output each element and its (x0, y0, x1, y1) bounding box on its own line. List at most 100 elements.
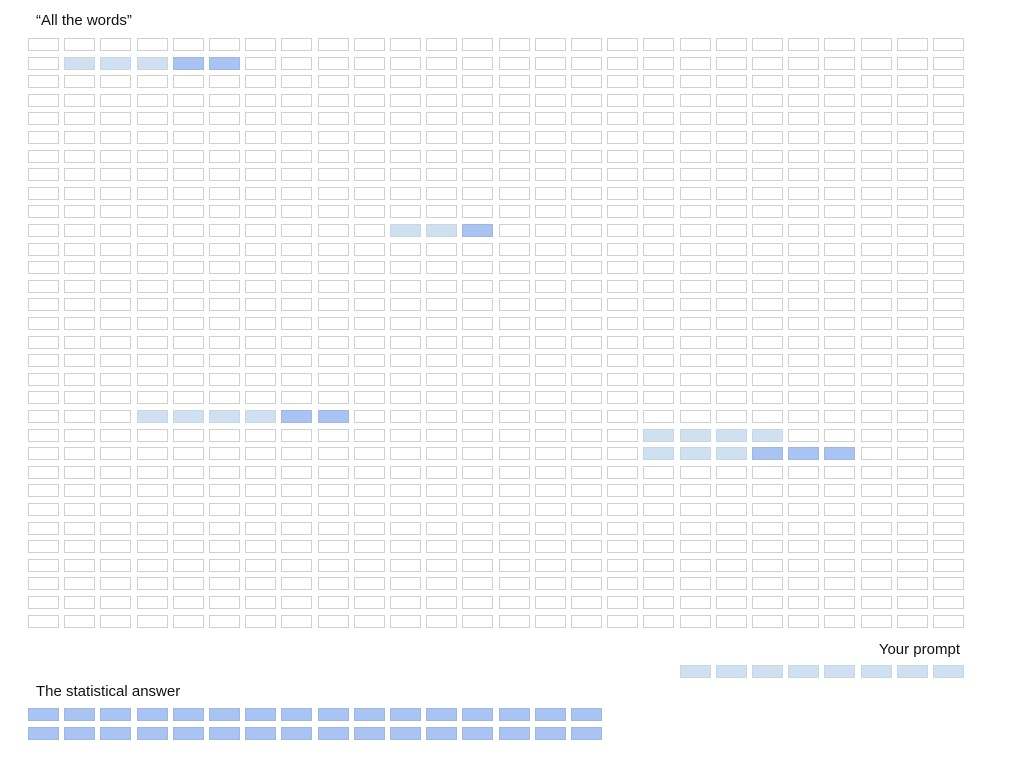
word-token (353, 410, 385, 423)
word-token (136, 205, 168, 219)
answer-token (534, 727, 566, 740)
word-token (281, 112, 313, 126)
word-token (390, 186, 421, 200)
word-token (281, 261, 313, 275)
word-token (426, 596, 458, 609)
word-token (100, 168, 132, 182)
word-token (534, 503, 566, 516)
word-token (715, 484, 747, 498)
word-token (607, 56, 639, 70)
word-token (426, 484, 458, 498)
word-token (643, 261, 675, 275)
word-token (353, 186, 385, 200)
word-token (209, 93, 240, 107)
word-token (679, 540, 711, 554)
word-token (752, 577, 783, 591)
word-token (100, 428, 132, 442)
word-token (824, 261, 856, 275)
word-token (462, 577, 494, 591)
word-token (353, 391, 385, 405)
word-token (426, 447, 458, 461)
word-token (788, 38, 820, 51)
word-token (824, 503, 856, 516)
word-token (390, 279, 421, 293)
word-token (172, 317, 204, 330)
word-token (317, 503, 349, 516)
word-token (100, 465, 132, 479)
word-token (281, 354, 313, 368)
word-token (100, 261, 132, 275)
word-token (390, 93, 421, 107)
word-token (245, 56, 277, 70)
word-token (172, 521, 204, 535)
word-token (281, 372, 313, 386)
word-token (933, 279, 964, 293)
word-token (860, 112, 892, 126)
word-token (353, 242, 385, 256)
word-token (679, 261, 711, 275)
word-token (209, 224, 240, 237)
word-token (752, 465, 783, 479)
answer-token (209, 708, 240, 721)
prompt-token (752, 665, 783, 678)
word-token (353, 540, 385, 554)
word-token (28, 224, 59, 237)
word-token (245, 614, 277, 628)
word-token (426, 298, 458, 312)
word-token (245, 205, 277, 219)
word-token (498, 503, 530, 516)
word-token (281, 447, 313, 461)
word-token (172, 205, 204, 219)
word-token (28, 186, 59, 200)
word-token (426, 75, 458, 89)
word-token (824, 540, 856, 554)
word-token (643, 410, 675, 423)
word-token (571, 335, 602, 349)
answer-token (353, 708, 385, 721)
word-token (860, 242, 892, 256)
word-token (679, 317, 711, 330)
word-token (498, 577, 530, 591)
word-token (426, 56, 458, 70)
word-token (824, 614, 856, 628)
highlighted-word-token (100, 56, 132, 70)
word-token (679, 596, 711, 609)
word-token (534, 131, 566, 144)
word-token (281, 503, 313, 516)
highlighted-word-token (64, 56, 96, 70)
word-token (426, 317, 458, 330)
word-token (824, 56, 856, 70)
word-token (426, 465, 458, 479)
word-token (136, 75, 168, 89)
word-token (100, 317, 132, 330)
word-token (64, 38, 96, 51)
word-token (353, 279, 385, 293)
word-token (172, 577, 204, 591)
word-token (136, 540, 168, 554)
word-token (64, 410, 96, 423)
word-token (353, 149, 385, 163)
word-token (317, 298, 349, 312)
word-token (28, 112, 59, 126)
answer-token (281, 727, 313, 740)
word-token (607, 75, 639, 89)
word-token (281, 279, 313, 293)
word-token (896, 56, 928, 70)
word-token (64, 112, 96, 126)
word-token (100, 484, 132, 498)
word-token (534, 279, 566, 293)
word-token (498, 465, 530, 479)
answer-token (100, 727, 132, 740)
word-token (607, 317, 639, 330)
word-token (209, 372, 240, 386)
word-token (136, 503, 168, 516)
word-token (353, 168, 385, 182)
word-token (824, 577, 856, 591)
word-token (498, 75, 530, 89)
word-token (860, 558, 892, 572)
highlighted-word-token (643, 447, 675, 461)
word-token (498, 279, 530, 293)
word-token (679, 205, 711, 219)
word-token (896, 149, 928, 163)
word-token (245, 540, 277, 554)
